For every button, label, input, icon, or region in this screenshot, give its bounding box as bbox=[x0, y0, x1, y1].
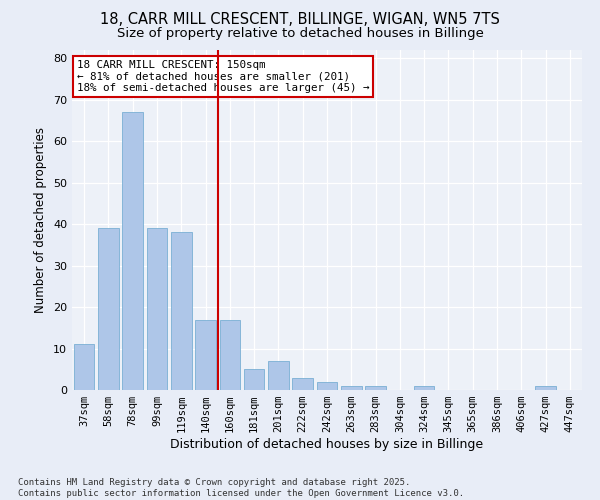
Bar bbox=[122, 112, 143, 390]
Y-axis label: Number of detached properties: Number of detached properties bbox=[34, 127, 47, 313]
Text: 18 CARR MILL CRESCENT: 150sqm
← 81% of detached houses are smaller (201)
18% of : 18 CARR MILL CRESCENT: 150sqm ← 81% of d… bbox=[77, 60, 370, 94]
Bar bbox=[74, 344, 94, 390]
Bar bbox=[220, 320, 240, 390]
Bar bbox=[292, 378, 313, 390]
Text: Contains HM Land Registry data © Crown copyright and database right 2025.
Contai: Contains HM Land Registry data © Crown c… bbox=[18, 478, 464, 498]
Bar bbox=[414, 386, 434, 390]
Text: Size of property relative to detached houses in Billinge: Size of property relative to detached ho… bbox=[116, 28, 484, 40]
X-axis label: Distribution of detached houses by size in Billinge: Distribution of detached houses by size … bbox=[170, 438, 484, 451]
Bar bbox=[244, 370, 265, 390]
Bar bbox=[195, 320, 216, 390]
Text: 18, CARR MILL CRESCENT, BILLINGE, WIGAN, WN5 7TS: 18, CARR MILL CRESCENT, BILLINGE, WIGAN,… bbox=[100, 12, 500, 28]
Bar bbox=[341, 386, 362, 390]
Bar bbox=[146, 228, 167, 390]
Bar bbox=[365, 386, 386, 390]
Bar bbox=[171, 232, 191, 390]
Bar bbox=[268, 361, 289, 390]
Bar bbox=[535, 386, 556, 390]
Bar bbox=[317, 382, 337, 390]
Bar bbox=[98, 228, 119, 390]
